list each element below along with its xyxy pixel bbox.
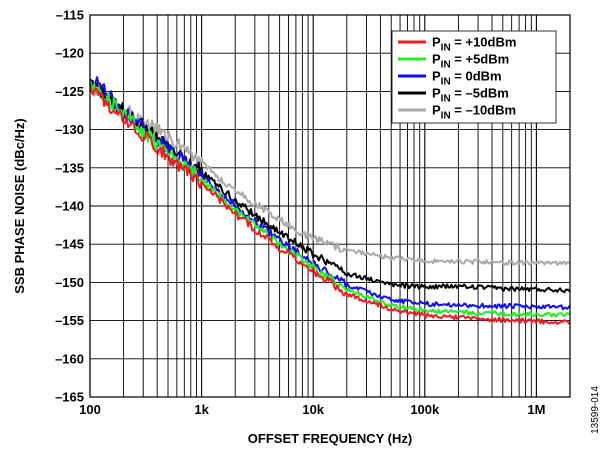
x-tick-labels: 100 1k 10k 100k 1M	[79, 402, 545, 417]
y-tick-label: –150	[55, 275, 84, 290]
series-layer	[89, 76, 571, 325]
figure-id: 13599-014	[590, 386, 601, 434]
y-tick-label: –145	[55, 237, 84, 252]
y-tick-label: –160	[55, 351, 84, 366]
x-tick-label: 10k	[302, 402, 324, 417]
series-line	[89, 80, 571, 318]
legend-label: PIN = 0dBm	[432, 69, 502, 88]
plot-frame	[89, 14, 571, 398]
series-line	[89, 85, 571, 266]
y-tick-label: –165	[55, 390, 84, 405]
legend-label: PIN = +5dBm	[432, 52, 509, 71]
y-tick-label: –130	[55, 122, 84, 137]
legend-label: PIN = –10dBm	[432, 103, 516, 122]
grid-lines	[89, 14, 571, 398]
series-line	[89, 83, 571, 325]
x-tick-label: 100	[79, 402, 101, 417]
y-tick-label: –115	[56, 8, 84, 23]
y-tick-label: –140	[55, 199, 84, 214]
y-tick-label: –135	[55, 160, 84, 175]
y-tick-label: –155	[55, 313, 84, 328]
x-tick-label: 1k	[194, 402, 209, 417]
x-tick-label: 100k	[410, 402, 440, 417]
x-tick-label: 1M	[527, 402, 545, 417]
legend-label: PIN = +10dBm	[432, 35, 516, 54]
y-tick-label: –120	[55, 46, 84, 61]
y-axis-label: SSB PHASE NOISE (dBc/Hz)	[12, 118, 27, 294]
y-tick-label: –125	[55, 84, 84, 99]
y-tick-labels: –115 –120 –125 –130 –135 –140 –145 –150 –155 –160…	[55, 8, 84, 405]
x-axis-label: OFFSET FREQUENCY (Hz)	[248, 431, 412, 446]
legend-label: PIN = –5dBm	[432, 86, 509, 105]
